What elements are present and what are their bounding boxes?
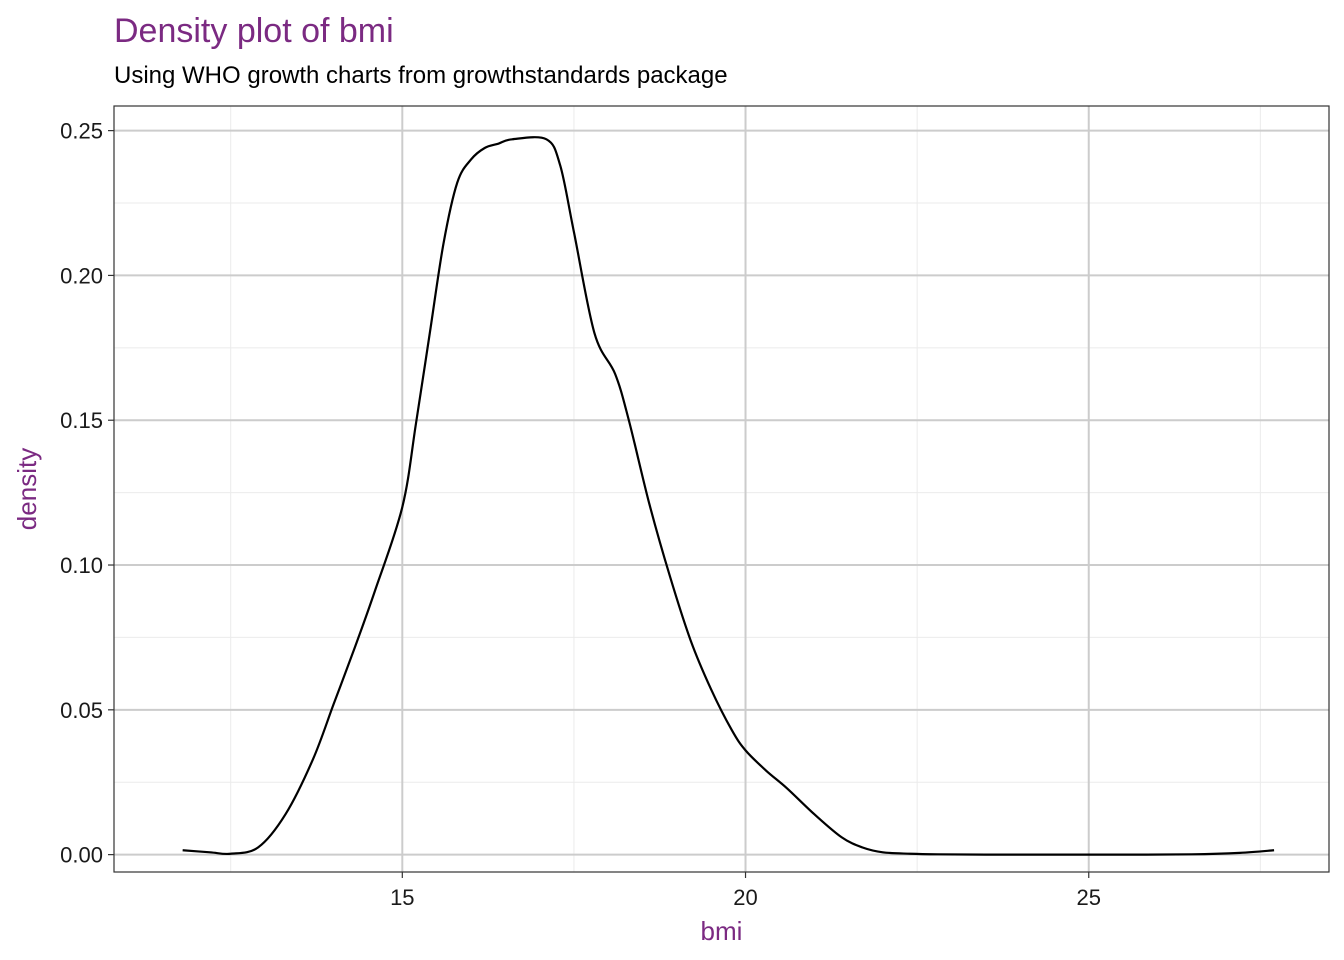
y-tick-label: 0.15 bbox=[60, 408, 103, 433]
y-tick-label: 0.25 bbox=[60, 119, 103, 144]
y-tick-label: 0.10 bbox=[60, 553, 103, 578]
minor-gridlines bbox=[114, 106, 1329, 872]
y-axis-title: density bbox=[12, 448, 42, 530]
plot-panel-border bbox=[113, 105, 1330, 873]
x-axis-title: bmi bbox=[701, 916, 743, 946]
chart-title: Density plot of bmi bbox=[114, 12, 394, 50]
major-gridlines bbox=[114, 106, 1329, 872]
axis-ticks: 15 20 25 0.00 0.05 0.10 0.15 0.20 0.25 bbox=[60, 119, 1101, 910]
x-tick-label: 25 bbox=[1077, 885, 1101, 910]
x-tick-label: 15 bbox=[390, 885, 414, 910]
y-tick-label: 0.00 bbox=[60, 843, 103, 868]
density-curve bbox=[182, 136, 1275, 856]
chart-subtitle: Using WHO growth charts from growthstand… bbox=[114, 62, 728, 89]
y-tick-label: 0.20 bbox=[60, 263, 103, 288]
x-tick-label: 20 bbox=[733, 885, 757, 910]
y-tick-label: 0.05 bbox=[60, 698, 103, 723]
density-series bbox=[182, 136, 1275, 856]
